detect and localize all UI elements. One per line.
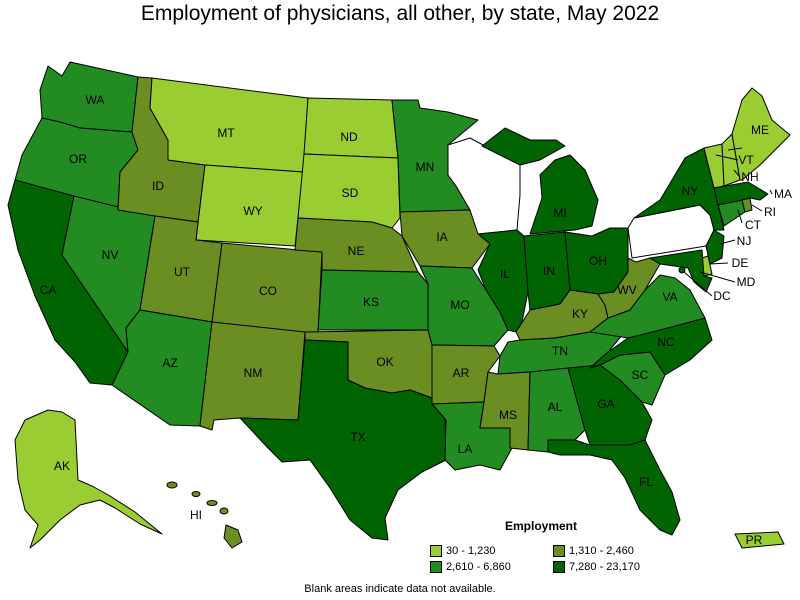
state-mt[interactable]: [149, 77, 309, 173]
label-dc: DC: [713, 289, 731, 303]
label-ky: KY: [572, 307, 588, 321]
label-ma: MA: [774, 187, 792, 201]
label-tx: TX: [350, 430, 365, 444]
label-ny: NY: [682, 184, 699, 198]
label-in: IN: [543, 264, 555, 278]
legend-swatch-range-4: [553, 561, 565, 573]
state-ms[interactable]: [479, 371, 531, 451]
legend-label-range-4: 7,280 - 23,170: [569, 561, 640, 573]
label-ca: CA: [40, 283, 57, 297]
label-mi: MI: [553, 206, 566, 220]
label-mo: MO: [450, 298, 469, 312]
state-mi[interactable]: [481, 127, 599, 235]
label-ok: OK: [376, 355, 393, 369]
legend-title: Employment: [505, 519, 578, 533]
legend-item-range-3: 2,610 - 6,860: [430, 561, 511, 573]
label-nh: NH: [741, 170, 758, 184]
label-de: DE: [732, 256, 749, 270]
map-title: Employment of physicians, all other, by …: [140, 2, 660, 25]
state-tx[interactable]: [239, 339, 447, 541]
state-mo[interactable]: [419, 265, 509, 347]
state-wi[interactable]: [447, 137, 521, 235]
state-fl[interactable]: [547, 439, 681, 536]
label-md: MD: [737, 275, 756, 289]
label-me: ME: [751, 123, 769, 137]
label-ga: GA: [597, 397, 614, 411]
legend-item-range-1: 30 - 1,230: [430, 545, 496, 557]
legend-label-range-1: 30 - 1,230: [446, 545, 496, 557]
label-tn: TN: [552, 344, 568, 358]
state-dc[interactable]: [678, 266, 686, 274]
label-id: ID: [152, 179, 164, 193]
label-sd: SD: [342, 186, 359, 200]
state-nc[interactable]: [589, 317, 713, 376]
state-ma[interactable]: [713, 181, 769, 206]
label-ia: IA: [436, 230, 447, 244]
state-vt[interactable]: [703, 143, 725, 189]
label-pr: PR: [746, 533, 763, 547]
state-md[interactable]: [649, 249, 713, 293]
legend-label-range-3: 2,610 - 6,860: [446, 561, 511, 573]
label-sc: SC: [632, 368, 649, 382]
label-wv: WV: [617, 283, 636, 297]
legend-label-range-2: 1,310 - 2,460: [569, 545, 634, 557]
legend-swatch-range-3: [430, 561, 442, 573]
legend-swatch-range-1: [430, 545, 442, 557]
label-nj: NJ: [737, 234, 752, 248]
state-nd[interactable]: [303, 97, 399, 159]
legend-item-range-2: 1,310 - 2,460: [553, 545, 634, 557]
label-nd: ND: [340, 130, 358, 144]
label-ks: KS: [363, 295, 379, 309]
label-ri: RI: [764, 205, 776, 219]
label-la: LA: [458, 442, 473, 456]
state-hi[interactable]: [166, 481, 243, 549]
label-al: AL: [548, 400, 563, 414]
label-vt: VT: [738, 153, 754, 167]
label-mn: MN: [416, 160, 435, 174]
label-ct: CT: [745, 218, 762, 232]
state-me[interactable]: [731, 87, 791, 181]
label-hi: HI: [190, 508, 202, 522]
state-pr[interactable]: [734, 531, 785, 549]
state-nm[interactable]: [199, 321, 306, 431]
label-fl: FL: [639, 475, 653, 489]
label-ms: MS: [499, 408, 517, 422]
label-mt: MT: [217, 126, 235, 140]
state-wv[interactable]: [597, 257, 661, 319]
label-ut: UT: [174, 265, 191, 279]
legend-item-range-4: 7,280 - 23,170: [553, 561, 640, 573]
label-ar: AR: [453, 366, 470, 380]
footnote: Blank areas indicate data not available.: [304, 583, 496, 595]
label-va: VA: [662, 290, 677, 304]
label-or: OR: [69, 152, 87, 166]
leader-lines: [683, 147, 773, 297]
label-il: IL: [500, 267, 510, 281]
state-labels: WA OR CA NV ID MT WY UT AZ CO NM ND SD N…: [40, 93, 792, 547]
label-co: CO: [259, 284, 277, 298]
label-ne: NE: [348, 244, 365, 258]
label-wa: WA: [86, 93, 105, 107]
state-ak[interactable]: [14, 409, 163, 549]
label-ak: AK: [54, 459, 70, 473]
legend-swatch-range-2: [553, 545, 565, 557]
label-nm: NM: [244, 366, 263, 380]
state-il[interactable]: [477, 229, 529, 333]
label-nc: NC: [657, 335, 675, 349]
label-nv: NV: [102, 248, 119, 262]
label-oh: OH: [589, 254, 607, 268]
label-wy: WY: [243, 204, 262, 218]
label-az: AZ: [162, 356, 177, 370]
